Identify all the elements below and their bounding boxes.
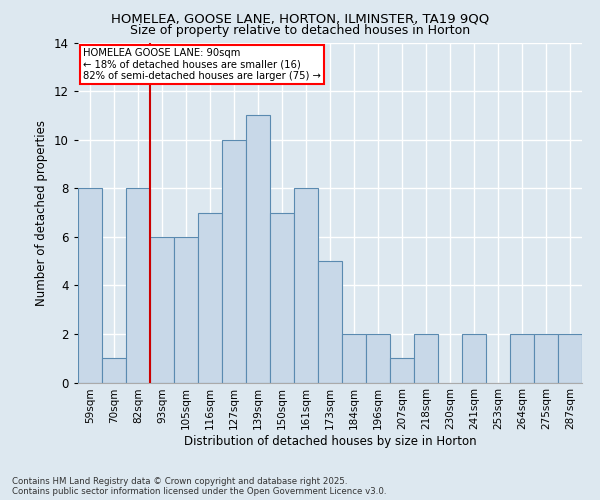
Bar	[270, 212, 294, 382]
Bar	[366, 334, 390, 382]
Bar	[222, 140, 246, 382]
Bar	[126, 188, 150, 382]
Bar	[534, 334, 558, 382]
Text: Contains HM Land Registry data © Crown copyright and database right 2025.
Contai: Contains HM Land Registry data © Crown c…	[12, 476, 386, 496]
Bar	[198, 212, 222, 382]
Bar	[174, 237, 198, 382]
Bar	[558, 334, 582, 382]
Y-axis label: Number of detached properties: Number of detached properties	[35, 120, 49, 306]
Text: HOMELEA GOOSE LANE: 90sqm
← 18% of detached houses are smaller (16)
82% of semi-: HOMELEA GOOSE LANE: 90sqm ← 18% of detac…	[83, 48, 321, 81]
Bar	[318, 261, 342, 382]
X-axis label: Distribution of detached houses by size in Horton: Distribution of detached houses by size …	[184, 435, 476, 448]
Text: Size of property relative to detached houses in Horton: Size of property relative to detached ho…	[130, 24, 470, 37]
Bar	[390, 358, 414, 382]
Bar	[246, 116, 270, 382]
Bar	[462, 334, 486, 382]
Text: HOMELEA, GOOSE LANE, HORTON, ILMINSTER, TA19 9QQ: HOMELEA, GOOSE LANE, HORTON, ILMINSTER, …	[111, 12, 489, 26]
Bar	[150, 237, 174, 382]
Bar	[342, 334, 366, 382]
Bar	[102, 358, 126, 382]
Bar	[78, 188, 102, 382]
Bar	[414, 334, 438, 382]
Bar	[510, 334, 534, 382]
Bar	[294, 188, 318, 382]
